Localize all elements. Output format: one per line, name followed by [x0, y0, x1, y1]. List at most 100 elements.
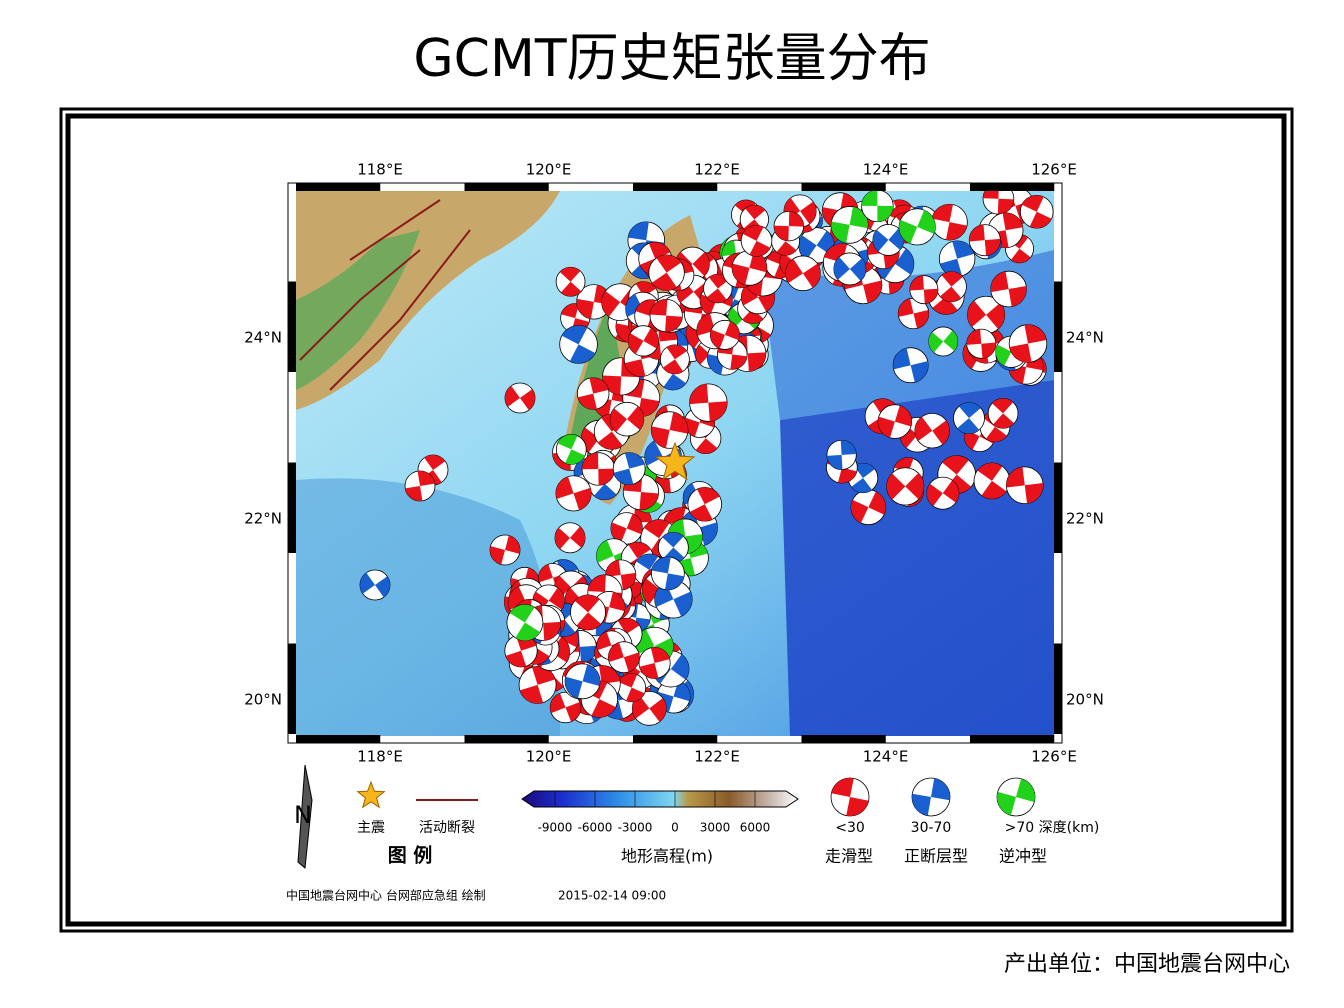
beachball-quadrant [932, 296, 958, 315]
beachball-quadrant [673, 591, 693, 617]
beachball-quadrant [838, 467, 857, 484]
beachball-quadrant [984, 238, 1001, 256]
beachball-quadrant [608, 642, 624, 662]
beachball-quadrant [997, 791, 1016, 816]
beachball-quadrant [695, 344, 710, 365]
beachball-quadrant [565, 449, 585, 465]
beachball-quadrant [981, 480, 1007, 499]
beachball-quadrant [509, 604, 535, 623]
beachball-quadrant [651, 556, 671, 574]
lon-label: 120°E [526, 748, 572, 766]
beachball-quadrant [610, 522, 627, 543]
legend-title: 图 例 [388, 844, 433, 867]
frame-bar [633, 183, 718, 191]
beachball-quadrant [926, 483, 943, 507]
beachball-quadrant [360, 572, 375, 594]
beachball-quadrant [800, 201, 817, 225]
beachball-quadrant [966, 329, 982, 345]
beachball [627, 325, 659, 357]
beachball [359, 569, 391, 601]
beachball-quadrant [670, 654, 689, 680]
lon-label: 122°E [694, 161, 740, 179]
beachball [886, 467, 925, 506]
frame-bar [296, 183, 381, 191]
beachball [936, 271, 967, 303]
beachball-quadrant [598, 468, 615, 486]
beachball-quadrant [986, 302, 1005, 330]
beachball-quadrant [577, 393, 597, 410]
beachball-quadrant [877, 205, 894, 222]
beachball-quadrant [941, 271, 963, 287]
lon-label: 118°E [357, 161, 403, 179]
beachball [773, 210, 805, 242]
beachball [518, 665, 557, 704]
beachball-quadrant [696, 487, 720, 505]
beachball [650, 411, 689, 449]
beachball [833, 252, 867, 286]
lat-label: 20°N [244, 691, 282, 709]
beachball-quadrant [724, 321, 740, 341]
beachball-quadrant [734, 200, 756, 215]
beachball-quadrant [905, 473, 924, 500]
beachball-quadrant [550, 693, 566, 714]
beachball-quadrant [895, 248, 914, 275]
beachball [709, 319, 740, 350]
mainshock-star [654, 441, 696, 481]
beachball-quadrant [779, 252, 796, 275]
beachball-quadrant [638, 398, 660, 417]
beachball-quadrant [742, 225, 764, 241]
depth-label: 30-70 [911, 820, 952, 836]
depth-label: >70 深度(km) [1005, 820, 1100, 836]
beachball [559, 325, 598, 364]
beachball [830, 206, 869, 244]
frame-bar [801, 183, 886, 191]
beachball-quadrant [1016, 778, 1035, 803]
beachball [785, 255, 821, 292]
beachball-quadrant [587, 574, 606, 593]
beachball [564, 663, 601, 700]
frame-bar [288, 462, 296, 553]
beachball [549, 691, 582, 724]
beachball-quadrant [983, 191, 999, 199]
beachball-quadrant [649, 698, 667, 722]
beachball [703, 273, 733, 304]
beachball-quadrant [554, 527, 571, 550]
beachball-quadrant [662, 532, 684, 548]
beachball-quadrant [1029, 211, 1052, 229]
beachball-quadrant [849, 258, 866, 281]
beachball-quadrant [650, 647, 670, 663]
mechanism-label: 走滑型 [825, 847, 873, 866]
beachball-quadrant [684, 417, 700, 437]
beachball-quadrant [981, 342, 996, 359]
colorbar-tick-label: -6000 [578, 821, 613, 835]
beachball-quadrant [623, 652, 640, 672]
beachball-quadrant [940, 258, 963, 277]
beachball-quadrant [561, 303, 580, 319]
beachball-quadrant [909, 275, 924, 291]
beachball-quadrant [489, 546, 505, 565]
lat-label: 22°N [1066, 510, 1104, 528]
beachball [731, 250, 768, 286]
beachball-quadrant [596, 540, 614, 563]
beachball [610, 512, 643, 545]
beachball-quadrant [732, 263, 750, 285]
beachball-quadrant [543, 621, 561, 641]
beachball [996, 777, 1036, 817]
frame-bar [464, 735, 549, 743]
beachball-quadrant [863, 280, 882, 304]
beachball [987, 398, 1019, 429]
lon-label: 126°E [1031, 748, 1077, 766]
lon-label: 124°E [863, 161, 909, 179]
beachball [914, 413, 950, 449]
lon-label: 124°E [863, 748, 909, 766]
beachball-quadrant [605, 559, 621, 577]
beachball-quadrant [898, 298, 914, 317]
beachball [966, 328, 997, 359]
frame-bar [970, 183, 1055, 191]
beachball-quadrant [642, 578, 661, 605]
beachball-quadrant [576, 298, 594, 319]
beachball-quadrant [597, 431, 623, 450]
frame-bar [970, 735, 1055, 743]
beachball-quadrant [977, 462, 1003, 481]
